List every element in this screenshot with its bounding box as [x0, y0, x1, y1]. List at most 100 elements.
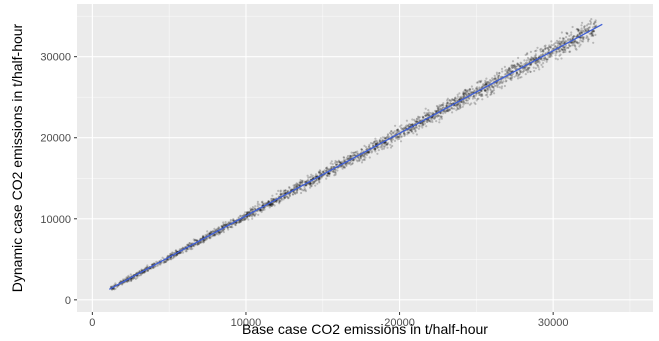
data-point [279, 192, 282, 195]
data-point [475, 87, 478, 90]
data-point [520, 64, 524, 67]
data-point [293, 192, 297, 195]
data-point [209, 230, 212, 233]
data-point [486, 91, 489, 94]
data-point [202, 239, 205, 242]
data-point [478, 86, 481, 89]
data-point [220, 225, 223, 228]
data-point [460, 100, 463, 103]
data-point [152, 266, 155, 269]
data-point [267, 200, 270, 203]
data-point [232, 219, 235, 222]
data-point [591, 33, 594, 37]
data-point [460, 95, 463, 98]
data-point [247, 218, 250, 221]
data-point [449, 107, 453, 110]
data-point [436, 115, 439, 118]
data-point [397, 136, 400, 139]
data-point [278, 199, 281, 202]
data-point [234, 223, 237, 226]
data-point [299, 183, 302, 186]
data-point [495, 73, 499, 76]
data-point [215, 228, 218, 231]
data-point [341, 167, 344, 170]
data-point [476, 97, 479, 100]
data-point [384, 141, 388, 144]
data-point [334, 161, 337, 165]
data-point [472, 95, 475, 98]
data-point [498, 72, 501, 75]
data-point [241, 214, 244, 217]
panel-background [77, 4, 653, 312]
data-point [441, 106, 444, 109]
data-point [554, 54, 557, 57]
data-point [566, 32, 569, 35]
data-point [416, 120, 419, 123]
data-point [422, 116, 425, 119]
data-point [408, 129, 411, 132]
data-point [344, 158, 347, 161]
data-point [466, 90, 469, 93]
data-point [587, 40, 590, 43]
data-point [318, 169, 321, 172]
data-point [535, 62, 538, 65]
data-point [530, 58, 533, 61]
data-point [249, 209, 253, 212]
data-point [395, 129, 398, 132]
data-point [318, 176, 321, 179]
data-point [432, 116, 435, 119]
data-point [391, 144, 394, 148]
data-point [460, 100, 463, 103]
data-point [525, 69, 528, 72]
data-point [244, 217, 247, 220]
data-point [539, 53, 543, 57]
data-point [534, 53, 537, 56]
data-point [312, 181, 315, 184]
data-point [310, 173, 313, 176]
data-point [284, 189, 287, 192]
data-point [446, 97, 449, 100]
data-point [373, 140, 376, 143]
data-point [410, 130, 413, 133]
data-point [515, 74, 518, 77]
data-point [590, 33, 593, 36]
data-point [464, 92, 467, 95]
data-point [283, 189, 286, 192]
data-point [590, 31, 593, 35]
data-point [374, 150, 377, 153]
data-point [446, 99, 449, 102]
data-point [222, 231, 225, 234]
data-point [251, 208, 254, 211]
data-point [469, 91, 472, 94]
data-point [543, 45, 546, 48]
data-point [526, 68, 529, 71]
data-point [345, 163, 348, 166]
data-point [575, 35, 578, 38]
data-point [176, 253, 179, 256]
data-point [243, 218, 246, 221]
data-point [446, 101, 449, 104]
data-point [449, 108, 452, 111]
data-point [526, 71, 529, 74]
data-point [572, 37, 575, 40]
data-point [260, 201, 263, 204]
data-point [425, 120, 428, 123]
data-point [516, 65, 519, 68]
data-point [169, 252, 172, 255]
data-point [565, 31, 568, 34]
data-point [519, 61, 522, 64]
data-point [168, 258, 171, 261]
data-point [534, 54, 537, 58]
data-point [349, 163, 352, 166]
data-point [190, 245, 193, 248]
data-point [445, 104, 448, 107]
data-point [224, 221, 227, 224]
data-point [511, 60, 515, 63]
data-point [360, 161, 364, 164]
data-point [489, 79, 492, 82]
data-point [397, 135, 400, 138]
data-point [438, 118, 441, 121]
data-point [224, 223, 228, 226]
data-point [348, 162, 351, 165]
